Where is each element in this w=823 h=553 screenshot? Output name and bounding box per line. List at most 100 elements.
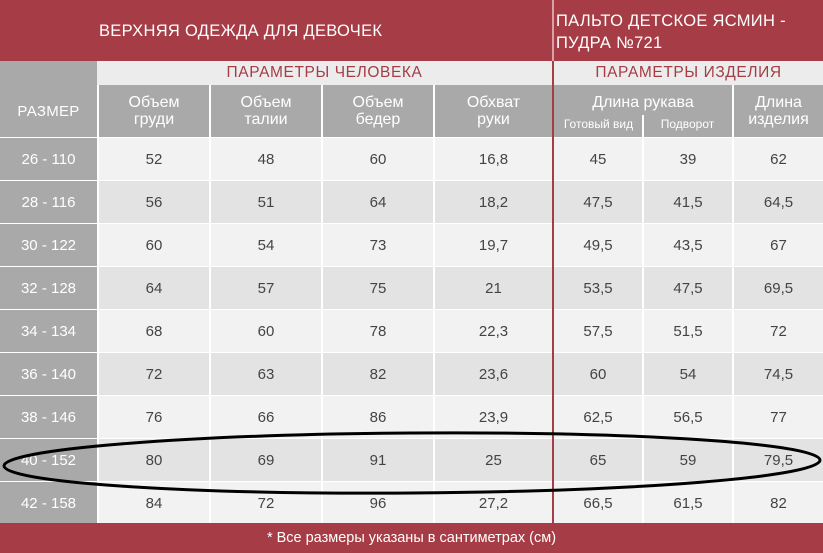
cell-waist: 54: [211, 224, 321, 266]
table-row: 28 - 116 56 51 64 18,2 47,5 41,5 64,5: [0, 181, 823, 224]
cell-hips: 96: [323, 482, 433, 524]
banner-divider: [552, 0, 554, 61]
cell-hips: 75: [323, 267, 433, 309]
col-header-waist-line1: Объем: [240, 94, 292, 111]
cell-waist: 60: [211, 310, 321, 352]
product-title-line2: ПУДРА №721: [556, 34, 663, 52]
col-header-arm-line2: руки: [477, 111, 510, 128]
cell-hips: 91: [323, 439, 433, 481]
cell-arm: 23,9: [435, 396, 552, 438]
cell-hips: 60: [323, 138, 433, 180]
cell-chest: 60: [99, 224, 209, 266]
table-row: 42 - 158 84 72 96 27,2 66,5 61,5 82: [0, 482, 823, 525]
cell-hips: 86: [323, 396, 433, 438]
cell-arm: 25: [435, 439, 552, 481]
col-header-arm: Обхват руки: [435, 85, 552, 137]
column-divider: [321, 85, 323, 523]
col-header-hips-line1: Объем: [352, 94, 404, 111]
cell-length: 64,5: [734, 181, 823, 223]
cell-cuff: 43,5: [644, 224, 732, 266]
cell-chest: 76: [99, 396, 209, 438]
col-header-arm-line1: Обхват: [466, 94, 521, 111]
cell-ready: 53,5: [554, 267, 642, 309]
column-divider: [433, 85, 435, 523]
cell-cuff: 54: [644, 353, 732, 395]
cell-chest: 64: [99, 267, 209, 309]
product-title: ПАЛЬТО ДЕТСКОЕ ЯСМИН - ПУДРА №721: [556, 10, 786, 54]
column-divider: [209, 85, 211, 523]
cell-hips: 64: [323, 181, 433, 223]
cell-waist: 63: [211, 353, 321, 395]
footnote: * Все размеры указаны в сантиметрах (см): [0, 523, 823, 553]
cell-arm: 18,2: [435, 181, 552, 223]
cell-size: 34 - 134: [0, 310, 97, 352]
cell-cuff: 56,5: [644, 396, 732, 438]
cell-ready: 65: [554, 439, 642, 481]
cell-chest: 56: [99, 181, 209, 223]
cell-waist: 48: [211, 138, 321, 180]
cell-size: 40 - 152: [0, 439, 97, 481]
cell-ready: 47,5: [554, 181, 642, 223]
cell-cuff: 61,5: [644, 482, 732, 524]
table-row: 38 - 146 76 66 86 23,9 62,5 56,5 77: [0, 396, 823, 439]
cell-waist: 69: [211, 439, 321, 481]
cell-size: 38 - 146: [0, 396, 97, 438]
cell-waist: 51: [211, 181, 321, 223]
cell-waist: 72: [211, 482, 321, 524]
cell-cuff: 39: [644, 138, 732, 180]
col-header-hips: Объем бедер: [323, 85, 433, 137]
col-header-sleeve-cuff: Подворот: [660, 117, 715, 131]
table-row: 36 - 140 72 63 82 23,6 60 54 74,5: [0, 353, 823, 396]
cell-ready: 49,5: [554, 224, 642, 266]
category-title: ВЕРХНЯЯ ОДЕЖДА ДЛЯ ДЕВОЧЕК: [99, 22, 383, 40]
header-corner: [0, 61, 97, 85]
col-header-length-line1: Длина: [755, 94, 802, 111]
cell-chest: 84: [99, 482, 209, 524]
column-divider: [97, 85, 99, 523]
cell-hips: 73: [323, 224, 433, 266]
cell-size: 28 - 116: [0, 181, 97, 223]
cell-cuff: 47,5: [644, 267, 732, 309]
cell-size: 30 - 122: [0, 224, 97, 266]
cell-chest: 68: [99, 310, 209, 352]
col-header-hips-line2: бедер: [355, 111, 401, 128]
cell-cuff: 41,5: [644, 181, 732, 223]
cell-waist: 66: [211, 396, 321, 438]
cell-chest: 80: [99, 439, 209, 481]
table-row: 30 - 122 60 54 73 19,7 49,5 43,5 67: [0, 224, 823, 267]
cell-cuff: 51,5: [644, 310, 732, 352]
cell-cuff: 59: [644, 439, 732, 481]
column-divider: [732, 85, 734, 523]
cell-chest: 52: [99, 138, 209, 180]
col-header-chest-line1: Объем: [128, 94, 180, 111]
title-banner: ВЕРХНЯЯ ОДЕЖДА ДЛЯ ДЕВОЧЕК ПАЛЬТО ДЕТСКО…: [0, 0, 823, 61]
cell-arm: 16,8: [435, 138, 552, 180]
col-header-length: Длина изделия: [734, 85, 823, 137]
cell-size: 36 - 140: [0, 353, 97, 395]
cell-length: 74,5: [734, 353, 823, 395]
group-product-params: ПАРАМЕТРЫ ИЗДЕЛИЯ: [554, 61, 823, 85]
cell-chest: 72: [99, 353, 209, 395]
col-header-waist-line2: талии: [244, 111, 288, 128]
column-divider: [642, 115, 644, 523]
cell-waist: 57: [211, 267, 321, 309]
cell-arm: 21: [435, 267, 552, 309]
cell-length: 67: [734, 224, 823, 266]
cell-length: 79,5: [734, 439, 823, 481]
group-person-params: ПАРАМЕТРЫ ЧЕЛОВЕКА: [97, 61, 552, 85]
col-header-chest: Объем груди: [99, 85, 209, 137]
table-row: 32 - 128 64 57 75 21 53,5 47,5 69,5: [0, 267, 823, 310]
cell-size: 26 - 110: [0, 138, 97, 180]
col-header-sleeve-title: Длина рукава: [592, 94, 694, 111]
col-header-sleeve-ready: Готовый вид: [563, 117, 634, 131]
col-header-waist: Объем талии: [211, 85, 321, 137]
cell-size: 42 - 158: [0, 482, 97, 524]
cell-ready: 57,5: [554, 310, 642, 352]
cell-hips: 78: [323, 310, 433, 352]
cell-length: 82: [734, 482, 823, 524]
cell-length: 69,5: [734, 267, 823, 309]
col-header-chest-line2: груди: [133, 111, 175, 128]
table-row: 34 - 134 68 60 78 22,3 57,5 51,5 72: [0, 310, 823, 353]
cell-arm: 27,2: [435, 482, 552, 524]
cell-hips: 82: [323, 353, 433, 395]
